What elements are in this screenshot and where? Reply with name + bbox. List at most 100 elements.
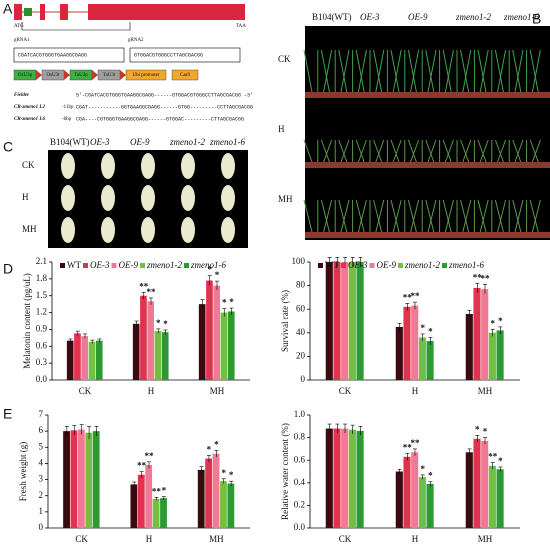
seedling	[477, 199, 487, 233]
y-tick-label: 1.0	[294, 409, 306, 419]
seedling	[410, 199, 420, 233]
bar	[403, 456, 411, 528]
significance: **	[403, 292, 413, 302]
genotype-label: B104(WT)	[50, 137, 90, 147]
bar	[88, 341, 96, 380]
bar	[85, 432, 93, 528]
significance: *	[156, 318, 161, 328]
tray	[305, 162, 550, 168]
seedling	[392, 139, 402, 163]
legend-swatch	[83, 263, 88, 268]
construct-label: OsU3p	[18, 73, 33, 78]
legend-swatch	[60, 263, 65, 268]
y-tick-label: 3	[39, 474, 44, 484]
significance: **	[139, 281, 149, 291]
seedling	[357, 199, 367, 233]
seedling	[494, 139, 504, 163]
construct-part	[171, 69, 199, 81]
seedling	[323, 139, 333, 163]
bar	[488, 465, 496, 528]
panel-label: B	[532, 11, 541, 27]
y-tick-label: 0	[39, 522, 44, 532]
seedling	[479, 199, 489, 233]
bar	[140, 295, 147, 380]
x-tick-label: H	[412, 386, 419, 396]
seedling	[479, 139, 489, 163]
seedling	[357, 49, 367, 93]
x-tick-label: MH	[478, 386, 493, 396]
y-tick-label: 6	[39, 425, 44, 435]
panel-label: C	[3, 139, 13, 155]
bar	[63, 431, 70, 528]
genotype-label: OE-3	[360, 12, 380, 22]
y-tick-label: 4	[39, 457, 44, 467]
significance: *	[229, 470, 234, 480]
seedling	[512, 199, 522, 233]
significance: *	[498, 456, 503, 466]
bar	[356, 262, 364, 380]
y-axis-label: Fresh weight (g)	[18, 442, 28, 502]
legend-swatch	[442, 263, 447, 268]
significance: **	[411, 291, 421, 301]
bar	[220, 481, 227, 528]
seedling	[529, 139, 539, 163]
seedling	[531, 199, 541, 233]
seedling	[462, 49, 472, 93]
x-tick-label: H	[412, 534, 419, 544]
seedling	[320, 199, 330, 233]
ear	[221, 153, 235, 179]
significance: *	[221, 468, 226, 478]
seedling	[529, 199, 539, 233]
treatment-label: H	[278, 124, 285, 134]
bar	[70, 430, 78, 528]
seedling	[355, 49, 365, 93]
legend-swatch	[369, 263, 375, 268]
grna-box	[13, 47, 125, 63]
ear	[101, 185, 115, 211]
seedling	[460, 199, 470, 233]
legend-swatch	[398, 263, 403, 268]
seedling	[375, 49, 385, 93]
y-tick-label: 0	[301, 374, 306, 384]
bar	[465, 313, 473, 380]
ear-photo	[61, 153, 235, 243]
bar	[395, 326, 403, 380]
bar	[325, 428, 333, 528]
ear	[181, 217, 195, 243]
seedling	[529, 49, 539, 93]
ear	[221, 217, 235, 243]
y-tick-label: 0.6	[36, 340, 48, 350]
bar	[205, 458, 213, 528]
seedling	[444, 49, 454, 93]
seedling	[462, 199, 472, 233]
significance: *	[428, 471, 433, 481]
y-tick-label: 0.6	[294, 454, 306, 464]
significance: *	[475, 424, 480, 434]
grna-label: gRNA2	[128, 38, 144, 43]
seedling	[410, 49, 420, 93]
bar	[227, 483, 235, 528]
seedling	[390, 199, 400, 233]
bar	[95, 340, 103, 380]
bar	[395, 471, 403, 528]
bar	[220, 312, 228, 380]
legend-label: zmeno1-6	[190, 260, 226, 270]
significance: **	[403, 442, 413, 452]
bar	[473, 438, 481, 528]
tray	[305, 92, 550, 98]
genotype-label: B104(WT)	[312, 12, 352, 22]
legend-swatch	[111, 263, 117, 268]
construct-label: Ubi promoter	[132, 73, 159, 78]
ear	[61, 185, 75, 211]
bar	[348, 262, 356, 380]
bar	[473, 287, 481, 380]
genotype-label: OE-9	[408, 12, 428, 22]
significance: **	[137, 461, 147, 471]
significance: *	[222, 298, 227, 308]
sequence: CGAT-----------GGTGAAGGCGAGG------GTGG--…	[76, 104, 253, 110]
significance: **	[473, 272, 483, 282]
seedling	[373, 139, 383, 163]
grna-box	[129, 47, 241, 63]
significance: *	[162, 486, 167, 496]
